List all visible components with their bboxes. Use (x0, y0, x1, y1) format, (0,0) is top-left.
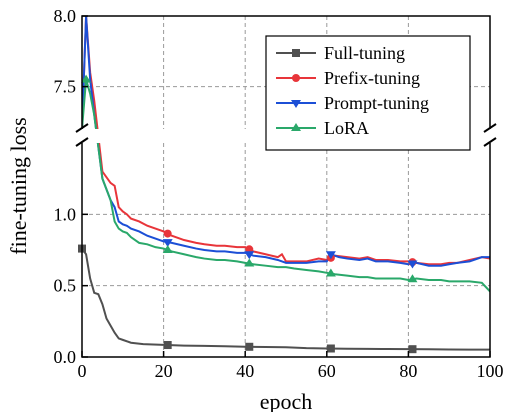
data-point (81, 74, 92, 83)
y-tick-label: 0.0 (54, 347, 77, 367)
y-tick-label: 0.5 (54, 276, 77, 296)
legend-label: Prefix-tuning (324, 68, 420, 88)
axis-break-mark (483, 137, 497, 147)
markers-full-tuning (78, 244, 417, 354)
legend-item: Prompt-tuning (276, 93, 429, 113)
data-point (325, 268, 336, 277)
legend-label: Full-tuning (324, 43, 405, 63)
legend-swatch-marker (291, 100, 301, 108)
axis-break-mark (75, 137, 89, 147)
y-tick-label: 8.0 (54, 6, 77, 26)
legend-item: Prefix-tuning (276, 68, 420, 88)
x-tick-label: 40 (236, 361, 254, 381)
data-point (162, 239, 173, 248)
markers-prompt-tuning (162, 239, 418, 269)
data-point (244, 258, 255, 267)
series-line-lower (82, 247, 490, 351)
axes (75, 15, 497, 358)
legend-label: LoRA (324, 118, 369, 138)
y-axis-title: fine-tuning loss (6, 117, 31, 255)
x-tick-label: 0 (78, 361, 87, 381)
axis-frame-lower (81, 143, 491, 358)
legend: Full-tuning Prefix-tuning Prompt-tuning LoR… (265, 35, 471, 151)
x-tick-label: 20 (155, 361, 173, 381)
data-point (325, 251, 336, 260)
axis-frame-upper (81, 15, 491, 129)
legend-swatch-marker (292, 74, 300, 82)
legend-label: Prompt-tuning (324, 93, 429, 113)
x-tick-label: 80 (399, 361, 417, 381)
x-axis-title: epoch (260, 389, 313, 412)
data-point (245, 342, 254, 351)
x-tick-label: 100 (477, 361, 504, 381)
data-point (326, 344, 335, 353)
legend-swatch-marker (291, 123, 301, 131)
legend-swatch-marker (292, 49, 300, 57)
series-group (78, 16, 490, 354)
axis-break-mark (483, 123, 497, 133)
data-point (407, 260, 418, 269)
tick-labels: 0 20 40 60 80 100 7.5 8.0 0.0 0.5 1.0 (54, 6, 504, 381)
x-tick-label: 60 (318, 361, 336, 381)
data-point (408, 345, 417, 354)
markers-lora (81, 74, 418, 283)
series-full-tuning (82, 247, 490, 351)
data-point (163, 341, 172, 350)
data-point (244, 251, 255, 260)
axis-break-mark (75, 123, 89, 133)
y-tick-label: 1.0 (54, 204, 77, 224)
data-point (162, 245, 173, 253)
legend-item: LoRA (276, 118, 369, 138)
data-point (163, 229, 172, 238)
legend-item: Full-tuning (276, 43, 405, 63)
y-tick-label: 7.5 (54, 77, 77, 97)
data-point (407, 274, 418, 283)
